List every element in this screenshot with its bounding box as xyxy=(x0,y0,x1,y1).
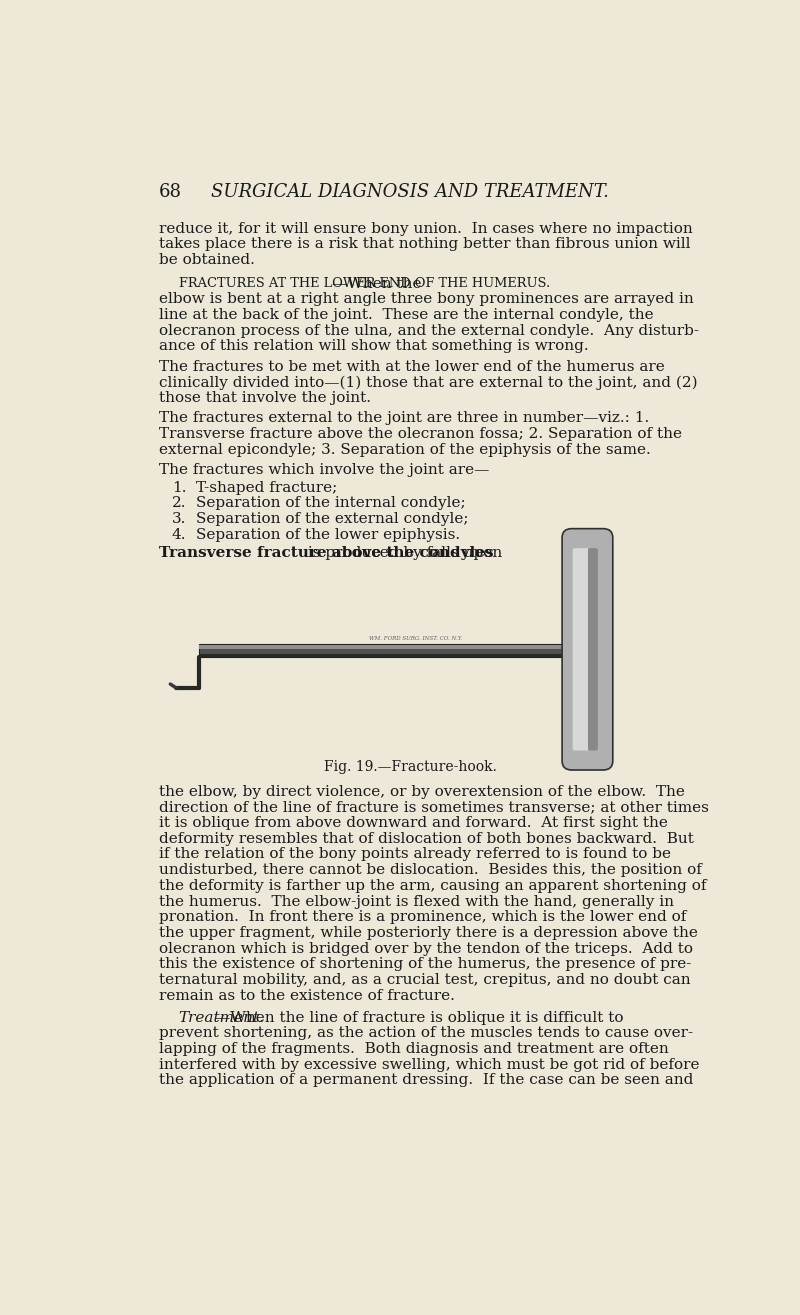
Text: this the existence of shortening of the humerus, the presence of pre-: this the existence of shortening of the … xyxy=(159,957,691,972)
Text: olecranon process of the ulna, and the external condyle.  Any disturb-: olecranon process of the ulna, and the e… xyxy=(159,323,699,338)
Text: is produced by falls upon: is produced by falls upon xyxy=(302,547,502,560)
Text: The fractures which involve the joint are—: The fractures which involve the joint ar… xyxy=(159,463,490,477)
Text: SURGICAL DIAGNOSIS AND TREATMENT.: SURGICAL DIAGNOSIS AND TREATMENT. xyxy=(211,183,609,201)
Text: it is oblique from above downward and forward.  At first sight the: it is oblique from above downward and fo… xyxy=(159,817,668,830)
Text: WM. FORD SURG. INST. CO. N.Y.: WM. FORD SURG. INST. CO. N.Y. xyxy=(369,636,462,642)
Text: the elbow, by direct violence, or by overextension of the elbow.  The: the elbow, by direct violence, or by ove… xyxy=(159,785,685,798)
Text: the deformity is farther up the arm, causing an apparent shortening of: the deformity is farther up the arm, cau… xyxy=(159,878,706,893)
Text: Separation of the lower epiphysis.: Separation of the lower epiphysis. xyxy=(196,527,460,542)
Text: direction of the line of fracture is sometimes transverse; at other times: direction of the line of fracture is som… xyxy=(159,801,709,814)
Text: reduce it, for it will ensure bony union.  In cases where no impaction: reduce it, for it will ensure bony union… xyxy=(159,222,693,235)
Text: ance of this relation will show that something is wrong.: ance of this relation will show that som… xyxy=(159,339,589,354)
Text: prevent shortening, as the action of the muscles tends to cause over-: prevent shortening, as the action of the… xyxy=(159,1027,693,1040)
Text: 2.: 2. xyxy=(172,496,186,510)
Text: interfered with by excessive swelling, which must be got rid of before: interfered with by excessive swelling, w… xyxy=(159,1057,699,1072)
Text: takes place there is a risk that nothing better than fibrous union will: takes place there is a risk that nothing… xyxy=(159,237,690,251)
Text: be obtained.: be obtained. xyxy=(159,252,254,267)
Text: undisturbed, there cannot be dislocation.  Besides this, the position of: undisturbed, there cannot be dislocation… xyxy=(159,863,702,877)
Text: Transverse fracture above the olecranon fossa; 2. Separation of the: Transverse fracture above the olecranon … xyxy=(159,427,682,442)
Text: 4.: 4. xyxy=(172,527,186,542)
Text: the humerus.  The elbow-joint is flexed with the hand, generally in: the humerus. The elbow-joint is flexed w… xyxy=(159,894,674,909)
Text: elbow is bent at a right angle three bony prominences are arrayed in: elbow is bent at a right angle three bon… xyxy=(159,292,694,306)
Text: olecranon which is bridged over by the tendon of the triceps.  Add to: olecranon which is bridged over by the t… xyxy=(159,942,693,956)
Text: lapping of the fragments.  Both diagnosis and treatment are often: lapping of the fragments. Both diagnosis… xyxy=(159,1041,669,1056)
Text: —When the line of fracture is oblique it is difficult to: —When the line of fracture is oblique it… xyxy=(214,1011,623,1024)
Text: Fig. 19.—Fracture-hook.: Fig. 19.—Fracture-hook. xyxy=(323,760,497,773)
Text: line at the back of the joint.  These are the internal condyle, the: line at the back of the joint. These are… xyxy=(159,308,654,322)
Polygon shape xyxy=(199,644,574,648)
Text: those that involve the joint.: those that involve the joint. xyxy=(159,391,371,405)
Text: Separation of the internal condyle;: Separation of the internal condyle; xyxy=(196,496,466,510)
Text: the application of a permanent dressing.  If the case can be seen and: the application of a permanent dressing.… xyxy=(159,1073,694,1088)
Text: T-shaped fracture;: T-shaped fracture; xyxy=(196,480,338,494)
Text: 3.: 3. xyxy=(172,512,186,526)
Text: Transverse fracture above the condyles: Transverse fracture above the condyles xyxy=(159,547,494,560)
Text: —When the: —When the xyxy=(332,276,422,291)
Text: FRACTURES AT THE LOWER END OF THE HUMERUS.: FRACTURES AT THE LOWER END OF THE HUMERU… xyxy=(178,276,550,289)
Text: The fractures to be met with at the lower end of the humerus are: The fractures to be met with at the lowe… xyxy=(159,360,665,373)
Text: ternatural mobility, and, as a crucial test, crepitus, and no doubt can: ternatural mobility, and, as a crucial t… xyxy=(159,973,690,988)
Polygon shape xyxy=(199,654,574,656)
Text: the upper fragment, while posteriorly there is a depression above the: the upper fragment, while posteriorly th… xyxy=(159,926,698,940)
Text: deformity resembles that of dislocation of both bones backward.  But: deformity resembles that of dislocation … xyxy=(159,832,694,846)
Text: The fractures external to the joint are three in number—viz.: 1.: The fractures external to the joint are … xyxy=(159,412,649,426)
FancyBboxPatch shape xyxy=(573,548,589,751)
FancyBboxPatch shape xyxy=(588,548,598,751)
Text: 1.: 1. xyxy=(172,480,186,494)
Text: remain as to the existence of fracture.: remain as to the existence of fracture. xyxy=(159,989,454,1003)
Polygon shape xyxy=(199,643,574,656)
Text: 68: 68 xyxy=(159,183,182,201)
FancyBboxPatch shape xyxy=(562,529,613,771)
Text: external epicondyle; 3. Separation of the epiphysis of the same.: external epicondyle; 3. Separation of th… xyxy=(159,443,650,456)
Text: pronation.  In front there is a prominence, which is the lower end of: pronation. In front there is a prominenc… xyxy=(159,910,686,924)
Text: if the relation of the bony points already referred to is found to be: if the relation of the bony points alrea… xyxy=(159,847,671,861)
Text: Separation of the external condyle;: Separation of the external condyle; xyxy=(196,512,469,526)
Text: Treatment.: Treatment. xyxy=(178,1011,265,1024)
Text: clinically divided into—(1) those that are external to the joint, and (2): clinically divided into—(1) those that a… xyxy=(159,375,698,389)
